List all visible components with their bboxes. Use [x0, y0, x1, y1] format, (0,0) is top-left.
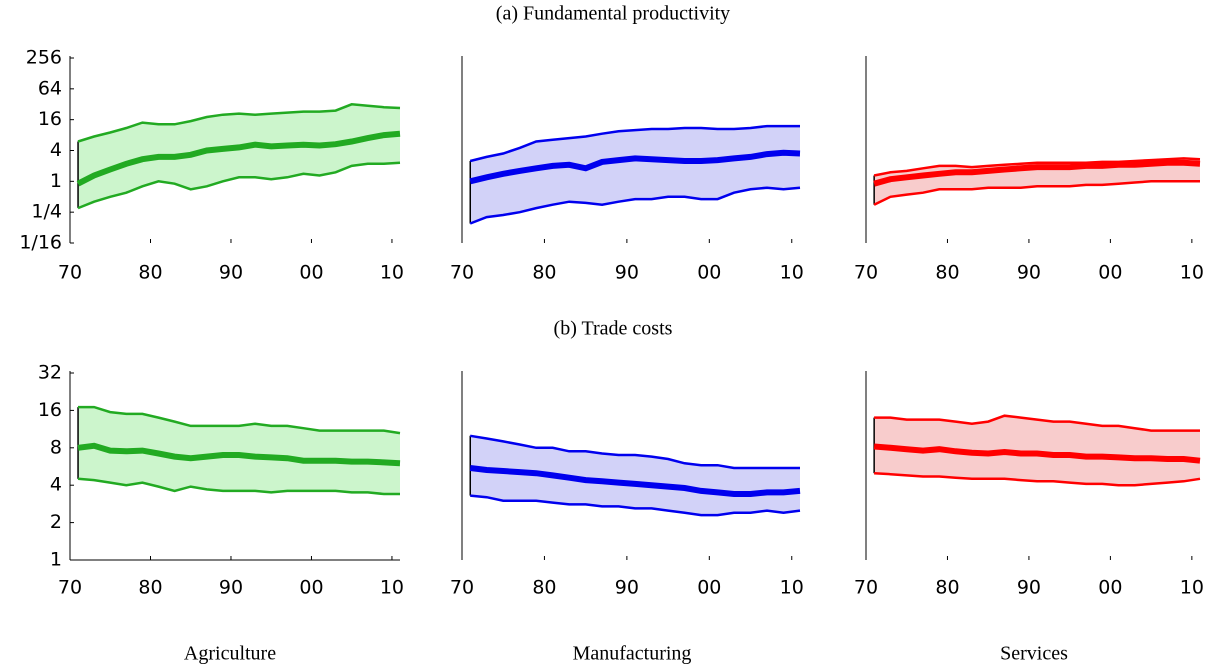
x-tick-label: 10 — [380, 262, 404, 284]
median-line — [873, 159, 1201, 187]
bound-line — [469, 124, 800, 163]
column-label: Manufacturing — [573, 643, 692, 665]
x-tick-label: 90 — [615, 262, 639, 284]
x-tick-label: 10 — [780, 577, 804, 599]
band — [470, 435, 800, 516]
y-tick-label: 1 — [50, 549, 62, 571]
bound-line — [874, 471, 1201, 487]
x-tick-label: 80 — [138, 577, 162, 599]
bound-line — [873, 157, 1201, 177]
column-label: Agriculture — [184, 643, 276, 665]
bound-line — [469, 434, 800, 470]
median-line — [76, 130, 401, 187]
y-tick-label: 1/16 — [19, 232, 62, 254]
y-tick-label: 1/4 — [31, 201, 62, 223]
y-tick-label: 1 — [50, 170, 62, 192]
x-tick-label: 80 — [935, 577, 959, 599]
bound-line — [873, 180, 1200, 206]
y-tick-label: 4 — [50, 474, 62, 496]
band — [470, 126, 800, 224]
x-tick-label: 70 — [58, 262, 82, 284]
y-tick-label: 256 — [26, 47, 62, 69]
x-tick-label: 80 — [935, 262, 959, 284]
bound-line — [470, 494, 801, 517]
x-tick-label: 90 — [219, 262, 243, 284]
row-title: (b) Trade costs — [554, 318, 673, 340]
y-tick-label: 2 — [50, 511, 62, 533]
median-line — [469, 465, 801, 497]
row-title: (a) Fundamental productivity — [496, 3, 730, 25]
x-tick-label: 80 — [138, 262, 162, 284]
band — [78, 407, 400, 494]
median-line — [873, 443, 1201, 464]
band — [78, 104, 400, 209]
x-tick-label: 80 — [532, 577, 556, 599]
x-tick-label: 70 — [854, 262, 878, 284]
bound-line — [77, 161, 401, 210]
median-line — [469, 149, 801, 185]
bound-line — [77, 477, 400, 496]
bound-line — [874, 414, 1200, 432]
y-tick-label: 16 — [38, 108, 62, 130]
x-tick-label: 70 — [450, 577, 474, 599]
x-tick-label: 90 — [1017, 577, 1041, 599]
y-tick-label: 4 — [50, 139, 62, 161]
x-tick-label: 00 — [1098, 577, 1122, 599]
x-tick-label: 70 — [450, 262, 474, 284]
x-tick-label: 00 — [299, 577, 323, 599]
y-tick-label: 64 — [38, 77, 62, 99]
bound-line — [78, 405, 401, 435]
y-tick-label: 16 — [38, 399, 62, 421]
x-tick-label: 10 — [1180, 577, 1204, 599]
x-tick-label: 00 — [697, 262, 721, 284]
x-tick-label: 10 — [380, 577, 404, 599]
bound-line — [77, 103, 401, 143]
x-tick-label: 70 — [854, 577, 878, 599]
band — [874, 415, 1200, 486]
bound-line — [469, 186, 801, 225]
x-tick-label: 70 — [58, 577, 82, 599]
x-tick-label: 00 — [299, 262, 323, 284]
x-tick-label: 90 — [1017, 262, 1041, 284]
x-tick-label: 90 — [615, 577, 639, 599]
x-tick-label: 10 — [1180, 262, 1204, 284]
x-tick-label: 80 — [532, 262, 556, 284]
median-line — [77, 442, 401, 467]
x-tick-label: 00 — [1098, 262, 1122, 284]
x-tick-label: 10 — [780, 262, 804, 284]
column-label: Services — [1000, 643, 1068, 665]
y-tick-label: 8 — [50, 436, 62, 458]
x-tick-label: 00 — [697, 577, 721, 599]
y-tick-label: 32 — [38, 362, 62, 384]
x-tick-label: 90 — [219, 577, 243, 599]
